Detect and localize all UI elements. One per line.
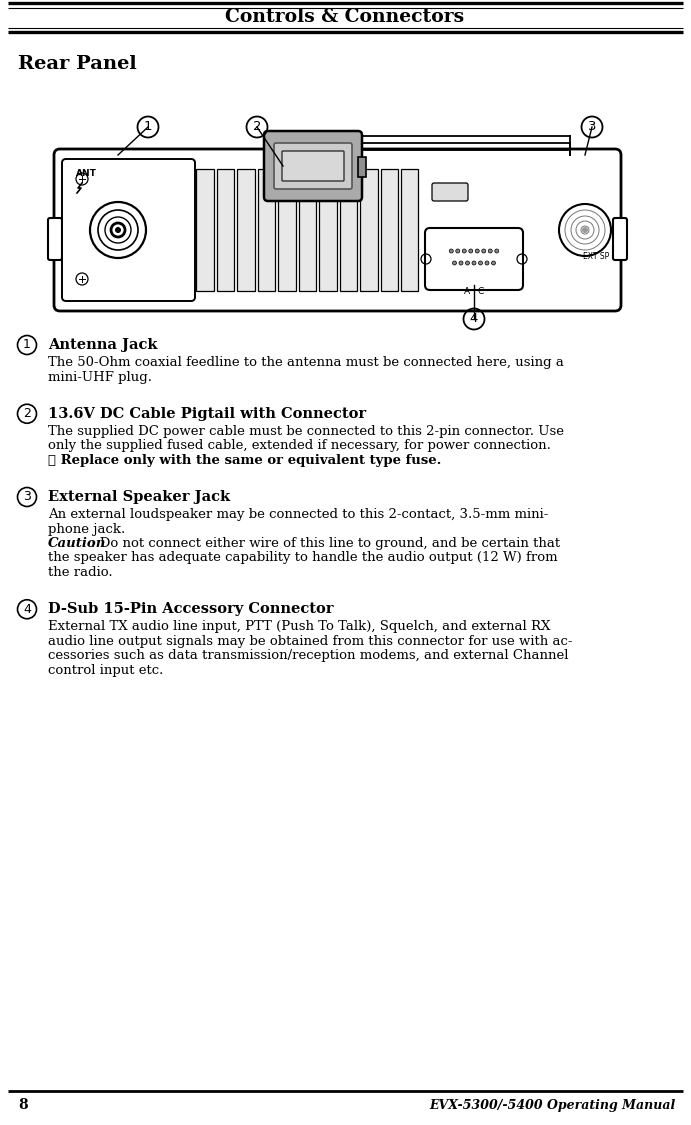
Text: ⚠ Replace only with the same or equivalent type fuse.: ⚠ Replace only with the same or equivale… xyxy=(48,453,442,467)
FancyBboxPatch shape xyxy=(62,159,195,302)
Bar xyxy=(258,169,275,291)
Text: 4: 4 xyxy=(23,603,31,615)
Bar xyxy=(217,169,234,291)
Bar xyxy=(278,169,296,291)
Text: EXT SP: EXT SP xyxy=(583,252,609,261)
Text: phone jack.: phone jack. xyxy=(48,522,125,536)
Circle shape xyxy=(472,261,476,266)
Circle shape xyxy=(456,249,460,253)
Circle shape xyxy=(478,261,482,266)
FancyBboxPatch shape xyxy=(264,130,362,201)
Circle shape xyxy=(462,249,466,253)
Circle shape xyxy=(582,227,588,233)
Circle shape xyxy=(485,261,489,266)
Text: External TX audio line input, PTT (Push To Talk), Squelch, and external RX: External TX audio line input, PTT (Push … xyxy=(48,620,550,633)
Text: 3: 3 xyxy=(588,120,596,134)
Circle shape xyxy=(489,249,492,253)
Text: the radio.: the radio. xyxy=(48,566,113,579)
Circle shape xyxy=(466,261,469,266)
Text: 13.6V DC Cable Pigtail with Connector: 13.6V DC Cable Pigtail with Connector xyxy=(48,407,366,421)
Circle shape xyxy=(449,249,453,253)
Circle shape xyxy=(453,261,457,266)
Bar xyxy=(340,169,357,291)
Bar xyxy=(381,169,398,291)
Text: 2: 2 xyxy=(253,120,261,134)
Text: : Do not connect either wire of this line to ground, and be certain that: : Do not connect either wire of this lin… xyxy=(91,537,560,550)
Circle shape xyxy=(459,261,463,266)
Text: 8: 8 xyxy=(18,1098,28,1112)
Circle shape xyxy=(495,249,499,253)
Circle shape xyxy=(482,249,486,253)
Text: Rear Panel: Rear Panel xyxy=(18,55,137,73)
Text: D-Sub 15-Pin Accessory Connector: D-Sub 15-Pin Accessory Connector xyxy=(48,602,334,616)
FancyBboxPatch shape xyxy=(48,218,62,260)
Text: mini-UHF plug.: mini-UHF plug. xyxy=(48,370,152,384)
Text: 3: 3 xyxy=(23,490,31,504)
Bar xyxy=(238,169,255,291)
Text: Caution: Caution xyxy=(48,537,106,550)
Circle shape xyxy=(491,261,495,266)
Circle shape xyxy=(468,249,473,253)
Text: only the supplied fused cable, extended if necessary, for power connection.: only the supplied fused cable, extended … xyxy=(48,439,551,452)
Text: Controls & Connectors: Controls & Connectors xyxy=(225,9,464,27)
Bar xyxy=(299,169,316,291)
Text: 4: 4 xyxy=(470,313,478,325)
Text: control input etc.: control input etc. xyxy=(48,664,163,677)
Circle shape xyxy=(115,227,121,233)
FancyBboxPatch shape xyxy=(613,218,627,260)
FancyBboxPatch shape xyxy=(425,228,523,290)
Text: The 50-Ohm coaxial feedline to the antenna must be connected here, using a: The 50-Ohm coaxial feedline to the anten… xyxy=(48,356,564,369)
Bar xyxy=(358,158,366,177)
Text: cessories such as data transmission/reception modems, and external Channel: cessories such as data transmission/rece… xyxy=(48,649,569,663)
FancyBboxPatch shape xyxy=(282,151,344,181)
Text: An external loudspeaker may be connected to this 2-contact, 3.5-mm mini-: An external loudspeaker may be connected… xyxy=(48,508,549,521)
Text: External Speaker Jack: External Speaker Jack xyxy=(48,490,230,504)
FancyBboxPatch shape xyxy=(274,143,352,189)
Text: C: C xyxy=(478,287,484,296)
Circle shape xyxy=(475,249,480,253)
Bar xyxy=(196,169,214,291)
Bar xyxy=(319,169,337,291)
Text: audio line output signals may be obtained from this connector for use with ac-: audio line output signals may be obtaine… xyxy=(48,634,573,648)
Text: The supplied DC power cable must be connected to this 2-pin connector. Use: The supplied DC power cable must be conn… xyxy=(48,425,564,438)
Text: 1: 1 xyxy=(23,339,31,351)
Text: EVX-5300/-5400 Operating Manual: EVX-5300/-5400 Operating Manual xyxy=(430,1098,676,1112)
FancyBboxPatch shape xyxy=(432,183,468,201)
Text: the speaker has adequate capability to handle the audio output (12 W) from: the speaker has adequate capability to h… xyxy=(48,551,558,565)
Bar xyxy=(360,169,377,291)
Text: A: A xyxy=(464,287,470,296)
Text: Antenna Jack: Antenna Jack xyxy=(48,338,158,352)
FancyBboxPatch shape xyxy=(54,148,621,310)
Text: ANT: ANT xyxy=(76,169,97,178)
Bar xyxy=(401,169,419,291)
Text: 2: 2 xyxy=(23,407,31,421)
Text: 1: 1 xyxy=(144,120,152,134)
